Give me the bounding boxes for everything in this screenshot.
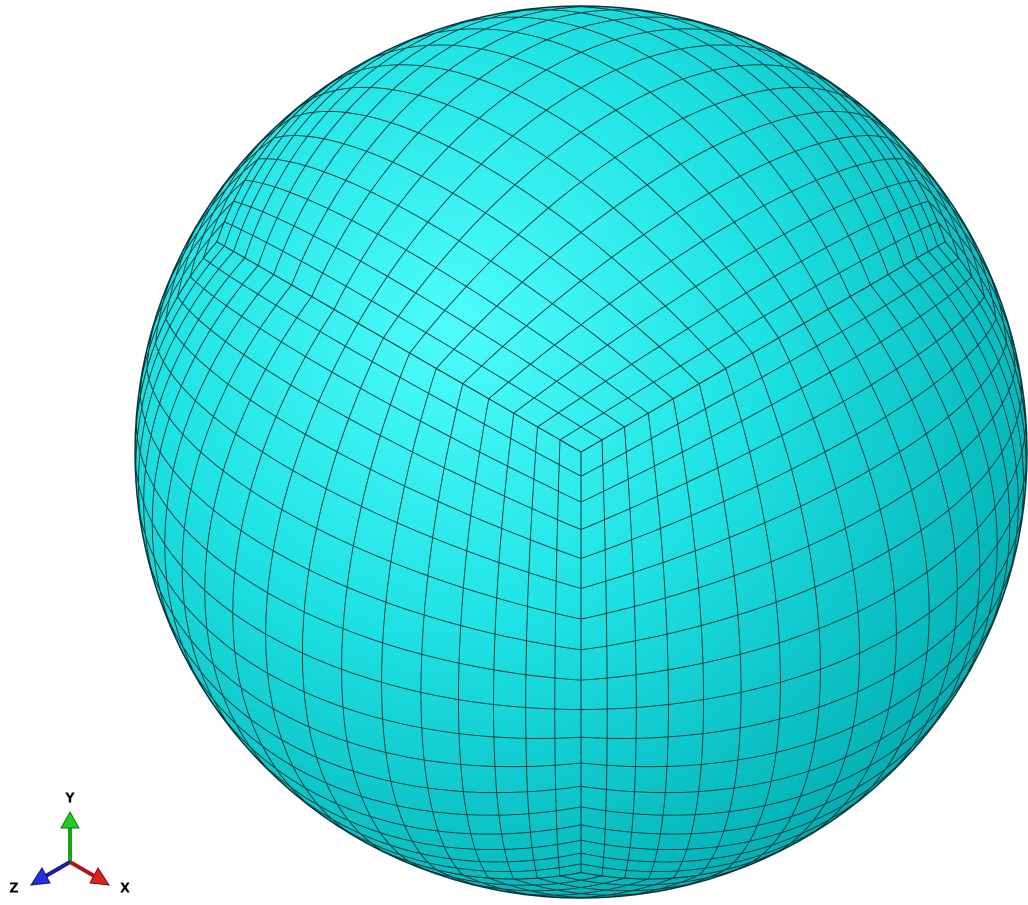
- mesh-line: [937, 245, 1027, 508]
- mesh: [135, 6, 1027, 898]
- mesh-line: [189, 276, 582, 503]
- mesh-line: [559, 857, 767, 886]
- axis-triad: Y Z X: [9, 792, 130, 897]
- x-axis-label: X: [120, 882, 130, 897]
- mesh-line: [580, 257, 959, 477]
- mesh-line: [291, 9, 673, 286]
- mesh-line: [849, 296, 958, 786]
- mesh-line: [580, 776, 887, 863]
- mesh-line: [151, 265, 259, 652]
- mesh-line: [181, 284, 292, 750]
- mesh-line: [216, 241, 582, 453]
- mesh-line: [709, 24, 929, 252]
- mesh-line: [143, 542, 582, 768]
- mesh-line: [257, 6, 554, 266]
- mesh-line: [870, 284, 981, 750]
- mesh-line: [928, 251, 1025, 554]
- mesh-line: [395, 857, 603, 886]
- mesh-line: [623, 426, 637, 879]
- mesh-line: [928, 200, 1019, 364]
- mesh-line: [553, 6, 889, 275]
- mesh-line: [580, 542, 1019, 768]
- mesh-line: [608, 6, 905, 266]
- y-axis-label: Y: [64, 792, 75, 807]
- mesh-line: [165, 205, 210, 319]
- mesh-line: [202, 88, 323, 259]
- mesh-line: [233, 24, 453, 252]
- mesh-line: [204, 296, 313, 786]
- mesh-line: [537, 200, 929, 428]
- mesh-line: [580, 241, 946, 453]
- mesh-line: [135, 241, 218, 453]
- mesh-line: [275, 776, 582, 863]
- mesh-line: [660, 12, 918, 259]
- mesh-line: [580, 837, 805, 880]
- mesh-line: [164, 274, 275, 699]
- mesh-line: [827, 309, 930, 816]
- mesh-line: [136, 495, 582, 739]
- mesh-line: [189, 117, 287, 277]
- mesh-line: [143, 200, 234, 364]
- mesh-line: [216, 65, 359, 242]
- mesh-line: [396, 28, 829, 310]
- mesh-line: [203, 257, 582, 477]
- mesh-line: [887, 274, 998, 699]
- x-axis-arrow: [69, 860, 97, 879]
- mesh-line: [438, 874, 625, 892]
- mesh-line: [580, 697, 954, 835]
- mesh-line: [580, 276, 973, 503]
- mesh-line: [753, 40, 939, 247]
- mesh-line: [525, 426, 539, 879]
- mesh-line: [232, 309, 335, 816]
- mesh-line: [916, 257, 1019, 603]
- mesh-line: [143, 257, 246, 603]
- mesh-line: [580, 650, 981, 816]
- mesh-line: [357, 837, 582, 880]
- x-arrow-head: [89, 867, 110, 886]
- z-axis-label: Z: [9, 882, 18, 897]
- mesh-line: [493, 413, 515, 880]
- mesh-line: [580, 590, 1006, 794]
- mesh-line: [333, 28, 766, 310]
- mesh-line: [181, 650, 582, 816]
- mesh-line: [553, 877, 674, 898]
- mesh-line: [537, 874, 724, 892]
- mesh-line: [223, 40, 409, 247]
- mesh-line: [580, 495, 1026, 739]
- mesh-line: [136, 221, 225, 410]
- mesh-line: [803, 65, 946, 242]
- z-axis-arrow: [43, 860, 71, 879]
- mesh-line: [135, 245, 225, 508]
- mesh-line: [903, 265, 1011, 652]
- mesh-line: [580, 296, 985, 531]
- mesh-line: [580, 740, 922, 851]
- mesh-line: [233, 200, 625, 428]
- mesh-line: [208, 697, 582, 835]
- mesh-line: [224, 221, 603, 441]
- mesh-line: [937, 221, 1026, 410]
- mesh-line: [559, 221, 938, 441]
- mesh-line: [137, 251, 234, 554]
- mesh-line: [273, 6, 609, 275]
- mesh-line: [244, 179, 649, 414]
- mesh-line: [875, 117, 973, 277]
- mesh-line: [944, 241, 1027, 453]
- mesh-line: [839, 88, 960, 259]
- mesh-line: [440, 16, 851, 297]
- mesh-line: [311, 16, 722, 297]
- mesh-line: [554, 439, 561, 876]
- mesh-line: [903, 158, 981, 254]
- mesh-line: [156, 590, 582, 794]
- mesh-line: [240, 740, 582, 851]
- mesh-line: [244, 12, 502, 259]
- mesh-line: [580, 807, 851, 873]
- y-arrow-head: [60, 810, 80, 829]
- mesh-line: [601, 439, 608, 876]
- mesh-line: [311, 807, 582, 873]
- mesh-line: [489, 9, 871, 286]
- z-arrow-head: [30, 867, 51, 886]
